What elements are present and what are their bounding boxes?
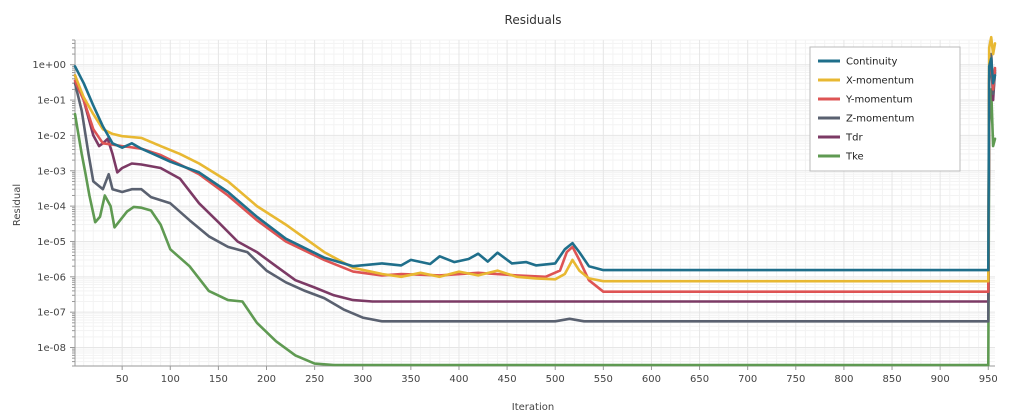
chart-title: Residuals [505,13,562,27]
x-tick-label: 650 [690,374,709,385]
y-tick-label: 1e-08 [37,343,66,354]
x-tick-label: 500 [546,374,565,385]
legend-label: X-momentum [846,76,914,87]
y-tick-label: 1e-05 [37,237,66,248]
y-axis-title: Residual [12,184,23,226]
legend-label: Continuity [846,57,898,68]
x-tick-label: 850 [882,374,901,385]
x-tick-label: 750 [786,374,805,385]
legend-label: Tke [845,152,864,163]
x-tick-label: 350 [401,374,420,385]
series-line-z-momentum [73,52,997,323]
legend-label: Tdr [845,133,863,144]
x-tick-label: 800 [834,374,853,385]
x-tick-label: 550 [594,374,613,385]
x-tick-label: 50 [116,374,129,385]
y-tick-label: 1e-06 [37,272,66,283]
x-tick-label: 100 [161,374,180,385]
legend-box [809,46,961,172]
x-tick-label: 250 [305,374,324,385]
x-tick-label: 400 [449,374,468,385]
x-tick-label: 300 [353,374,372,385]
y-tick-label: 1e-04 [37,202,66,213]
y-tick-label: 1e+00 [32,60,66,71]
x-axis-title: Iteration [512,402,554,413]
series-line-x-momentum [73,35,997,283]
series-group [73,35,997,367]
legend-label: Z-momentum [846,114,914,125]
x-tick-label: 950 [979,374,998,385]
legend-label: Y-momentum [845,95,913,106]
x-tick-label: 450 [498,374,517,385]
y-tick-label: 1e-07 [37,308,66,319]
series-line-tke [73,88,997,367]
x-tick-label: 900 [931,374,950,385]
x-tick-label: 150 [209,374,228,385]
x-tick-label: 600 [642,374,661,385]
legend: Continuity X-momentum Y-momentum Z-momentum… [809,46,961,172]
series-line-continuity [73,57,997,272]
series-line-tdr [73,54,997,303]
y-tick-label: 1e-02 [37,131,66,142]
y-tick-label: 1e-03 [37,166,66,177]
x-tick-label: 700 [738,374,757,385]
x-tick-label: 200 [257,374,276,385]
y-tick-label: 1e-01 [37,96,66,107]
